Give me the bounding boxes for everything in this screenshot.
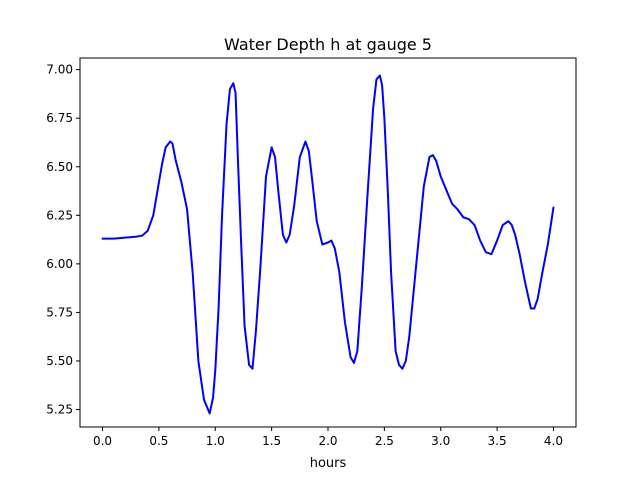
x-tick-label: 3.0 (431, 434, 450, 448)
x-tick-label: 0.5 (149, 434, 168, 448)
y-tick-label: 6.00 (46, 257, 73, 271)
x-axis-label: hours (310, 456, 347, 471)
series-layer (101, 74, 555, 415)
y-tick-label: 5.75 (46, 305, 73, 319)
y-tick-label: 5.25 (46, 403, 73, 417)
y-axis: 5.25 5.50 5.75 6.00 6.25 6.50 6.75 7.00 (46, 63, 80, 417)
y-tick-label: 5.50 (46, 354, 73, 368)
chart-title: Water Depth h at gauge 5 (224, 35, 432, 54)
x-tick-label: 1.5 (262, 434, 281, 448)
x-tick-label: 2.5 (375, 434, 394, 448)
y-tick-label: 6.25 (46, 208, 73, 222)
y-tick-label: 6.75 (46, 111, 73, 125)
y-tick-label: 6.50 (46, 160, 73, 174)
series-line-0 (101, 74, 555, 415)
y-tick-label: 7.00 (46, 63, 73, 77)
x-tick-label: 0.0 (93, 434, 112, 448)
x-tick-label: 4.0 (544, 434, 563, 448)
x-tick-label: 1.0 (206, 434, 225, 448)
x-tick-label: 2.0 (318, 434, 337, 448)
x-tick-label: 3.5 (488, 434, 507, 448)
x-axis: 0.0 0.5 1.0 1.5 2.0 2.5 3.0 3.5 4.0 (93, 427, 563, 448)
